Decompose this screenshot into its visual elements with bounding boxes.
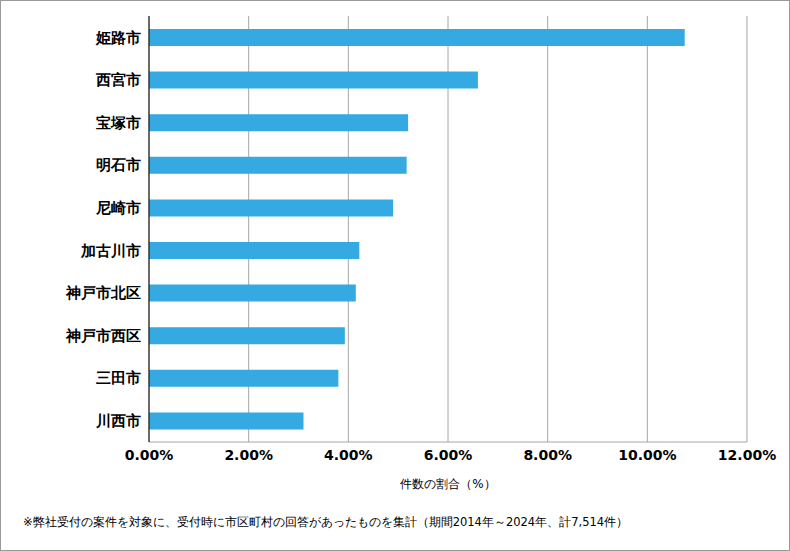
svg-text:4.00%: 4.00% — [324, 447, 373, 463]
svg-text:神戸市北区: 神戸市北区 — [65, 284, 141, 302]
svg-text:加古川市: 加古川市 — [80, 242, 141, 260]
svg-text:件数の割合（%）: 件数の割合（%） — [400, 477, 495, 491]
svg-text:川西市: 川西市 — [95, 412, 141, 430]
svg-text:6.00%: 6.00% — [424, 447, 473, 463]
svg-text:神戸市西区: 神戸市西区 — [65, 327, 141, 345]
svg-text:2.00%: 2.00% — [224, 447, 273, 463]
svg-text:8.00%: 8.00% — [523, 447, 572, 463]
svg-text:三田市: 三田市 — [96, 369, 141, 387]
svg-text:0.00%: 0.00% — [125, 447, 174, 463]
svg-text:尼崎市: 尼崎市 — [95, 199, 141, 217]
svg-text:明石市: 明石市 — [96, 156, 141, 174]
svg-text:宝塚市: 宝塚市 — [96, 114, 141, 132]
svg-text:12.00%: 12.00% — [718, 447, 776, 463]
html-text:※弊社受付の案件を対象に、受付時に市区町村の回答があったもの: ※弊社受付の案件を対象に、受付時に市区町村の回答があったものを集計（期間2014… — [23, 515, 629, 529]
svg-text:10.00%: 10.00% — [618, 447, 676, 463]
svg-text:西宮市: 西宮市 — [95, 71, 141, 89]
svg-text:姫路市: 姫路市 — [95, 29, 141, 47]
